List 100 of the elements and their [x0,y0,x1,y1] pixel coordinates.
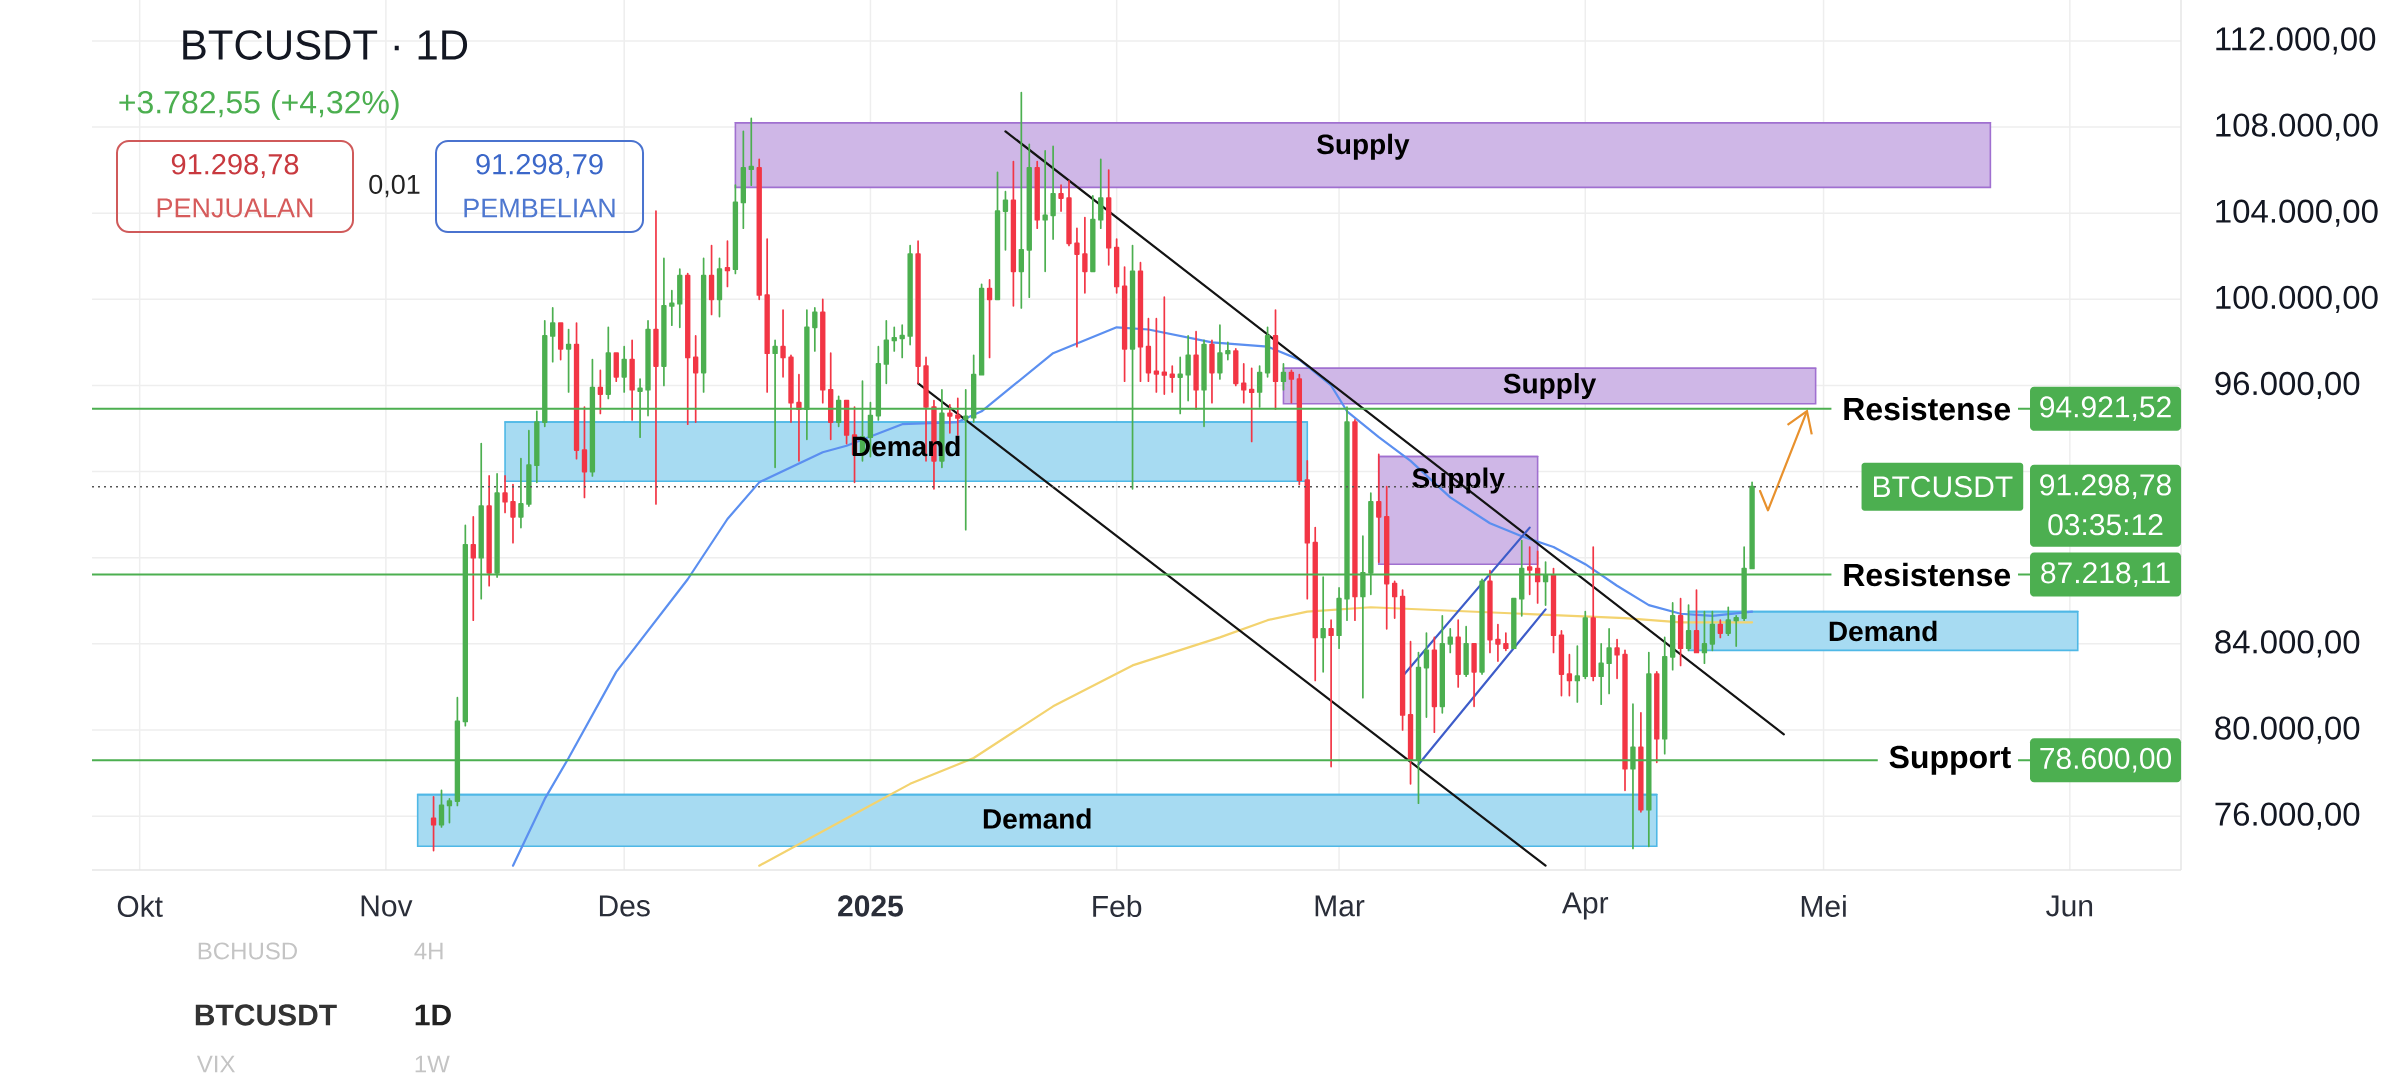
text: +3.782,55 (+4,32%) [119,90,399,120]
x-tick-label: Mei [1801,895,1846,918]
candlestick [1050,145,1056,240]
ref-line-label: Resistense [1844,396,2011,421]
x-tick-label: 2025 [838,895,903,917]
candlestick [756,158,762,301]
annotation: 87.218,11 [2041,562,2170,587]
candlestick [1717,619,1723,639]
x-tick-label: Nov [361,895,413,917]
candlestick [1304,459,1310,600]
candlestick [621,345,627,393]
candlestick [1090,195,1096,273]
series-label: Demand [1829,620,1937,642]
candlestick [1455,619,1461,688]
y-tick-label: 76.000,00 [2215,802,2360,830]
candlestick [1161,296,1167,395]
candlestick [526,429,532,507]
candlestick [1598,643,1604,706]
candlestick [502,475,508,514]
candlestick [1487,569,1493,654]
y-tick-label: 80.000,00 [2215,716,2360,744]
x-tick-label: Mar [1315,895,1365,917]
candlestick [1296,373,1303,486]
y-tick-label: 104.000,00 [2216,199,2378,227]
line-series [758,606,1754,867]
y-tick-label: 112.000,00 [2216,27,2376,55]
candlestick [1669,602,1676,671]
candlestick [470,515,476,622]
ref-line-label: Support [1889,745,2011,775]
x-tick-label: Des [599,895,650,917]
candlestick [748,117,754,187]
candlestick [994,171,1001,301]
candlestick [1098,158,1104,230]
candlestick [1082,216,1088,294]
series-label: Demand [983,808,1091,829]
text: VIX [196,1055,235,1073]
candlestick [1725,606,1731,637]
candlestick [1479,578,1485,675]
candlestick [812,307,818,352]
text: BCHUSD [198,942,297,960]
candlestick [1622,649,1628,792]
candlestick [1511,597,1517,650]
candlestick [486,475,492,587]
candlestick [1471,643,1477,708]
candlestick [1264,326,1271,378]
candlestick [1217,324,1223,380]
candlestick [1439,615,1445,714]
candlestick [891,326,897,352]
candlestick [780,309,786,378]
candlestick [1606,627,1612,695]
text: 4H [414,942,443,960]
candlestick [685,272,691,426]
candlestick [1399,589,1406,731]
candlestick [764,238,770,393]
annotation: 91.298,79 [476,153,603,178]
candlestick [1527,546,1533,596]
candlestick [629,339,635,421]
candlestick [1233,348,1239,387]
candlestick [1034,160,1040,230]
y-tick-label: 96.000,00 [2215,371,2360,400]
candlestick [899,324,905,359]
candlestick [978,283,985,376]
candlestick [1733,615,1739,647]
candlestick [550,307,556,363]
candlestick [1169,365,1175,393]
candlestick [669,289,675,327]
annotation: 0,01 [369,174,420,198]
annotation: PEMBELIAN [464,198,615,218]
candlestick [613,352,619,382]
candlestick [1328,619,1334,768]
candlestick [1106,169,1112,266]
ref-line-label: Resistense [1844,562,2011,587]
y-tick-label: 100.000,00 [2216,285,2378,313]
candlestick [1447,627,1453,654]
candlestick [605,326,611,400]
candlestick [1336,587,1342,650]
annotation: 91.298,78 [171,153,299,178]
candlestick [1352,419,1358,622]
candlestick [740,130,747,230]
series-label: Supply [1503,372,1597,400]
candlestick [883,320,889,385]
candlestick [1638,711,1644,813]
candlestick [732,184,739,275]
candlestick [1209,339,1215,404]
candlestick [1590,546,1596,682]
candlestick [1384,485,1390,630]
candlestick [1463,625,1469,678]
candlestick [955,397,961,436]
text: 1W [415,1055,450,1073]
text: BTCUSDT · 1D [183,30,468,60]
candlestick [1185,335,1191,402]
candlestick [1042,149,1048,273]
candlestick [510,483,516,544]
candlestick [1058,184,1064,212]
candlestick [677,268,683,329]
candlestick [557,322,564,361]
candlestick [1249,367,1255,443]
y-tick-label: 108.000,00 [2216,113,2378,141]
ref-line-label: BTCUSDT [1874,476,2013,498]
candlestick [1614,638,1620,680]
